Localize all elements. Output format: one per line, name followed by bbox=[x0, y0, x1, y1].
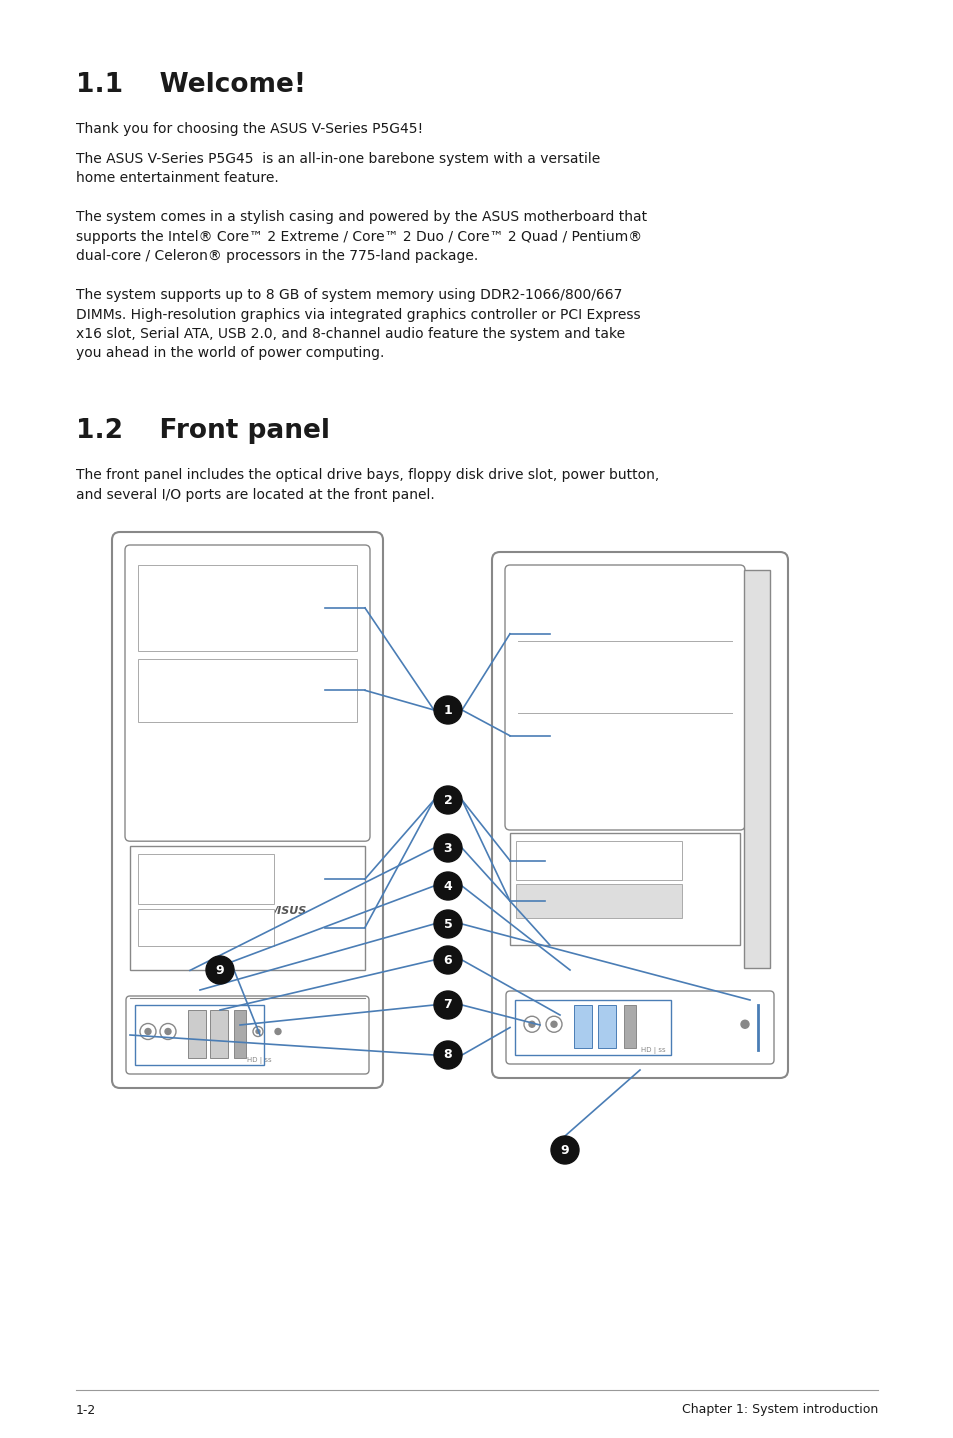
Text: Thank you for choosing the ASUS V-Series P5G45!: Thank you for choosing the ASUS V-Series… bbox=[76, 122, 423, 137]
Text: 9: 9 bbox=[560, 1143, 569, 1156]
Text: The front panel includes the optical drive bays, floppy disk drive slot, power b: The front panel includes the optical dri… bbox=[76, 467, 659, 502]
Text: 2: 2 bbox=[443, 794, 452, 807]
Text: 3: 3 bbox=[443, 841, 452, 854]
Text: 1-2: 1-2 bbox=[76, 1403, 96, 1416]
Bar bbox=[138, 854, 274, 905]
Bar bbox=[623, 1005, 636, 1048]
Bar bbox=[516, 884, 680, 917]
Bar bbox=[516, 841, 680, 880]
Text: 7: 7 bbox=[443, 998, 452, 1011]
Text: HD | ss: HD | ss bbox=[247, 1057, 272, 1064]
FancyBboxPatch shape bbox=[125, 545, 370, 841]
Circle shape bbox=[551, 1021, 557, 1027]
Circle shape bbox=[274, 1028, 281, 1034]
Bar bbox=[598, 1005, 616, 1048]
Bar bbox=[510, 833, 740, 945]
Circle shape bbox=[160, 1024, 175, 1040]
Text: The system comes in a stylish casing and powered by the ASUS motherboard that
su: The system comes in a stylish casing and… bbox=[76, 210, 646, 263]
Bar bbox=[130, 846, 365, 971]
Circle shape bbox=[434, 910, 461, 938]
FancyBboxPatch shape bbox=[504, 565, 744, 830]
Text: The ASUS V-Series P5G45  is an all-in-one barebone system with a versatile
home : The ASUS V-Series P5G45 is an all-in-one… bbox=[76, 152, 599, 186]
Text: 6: 6 bbox=[443, 953, 452, 966]
Text: The system supports up to 8 GB of system memory using DDR2-1066/800/667
DIMMs. H: The system supports up to 8 GB of system… bbox=[76, 288, 640, 361]
Text: 4: 4 bbox=[443, 880, 452, 893]
FancyBboxPatch shape bbox=[492, 552, 787, 1078]
Bar bbox=[138, 909, 274, 946]
Circle shape bbox=[145, 1028, 151, 1034]
Circle shape bbox=[434, 871, 461, 900]
Circle shape bbox=[140, 1024, 156, 1040]
Circle shape bbox=[255, 1030, 260, 1034]
Circle shape bbox=[434, 1041, 461, 1068]
Text: 1: 1 bbox=[443, 703, 452, 716]
Bar bbox=[188, 1009, 206, 1058]
Circle shape bbox=[253, 1027, 263, 1037]
Text: 8: 8 bbox=[443, 1048, 452, 1061]
Circle shape bbox=[551, 1136, 578, 1163]
Bar bbox=[574, 1005, 592, 1048]
Bar bbox=[233, 1009, 246, 1058]
Circle shape bbox=[434, 787, 461, 814]
Circle shape bbox=[434, 696, 461, 723]
Circle shape bbox=[165, 1028, 171, 1034]
Circle shape bbox=[740, 1020, 748, 1028]
FancyBboxPatch shape bbox=[112, 532, 382, 1089]
FancyBboxPatch shape bbox=[126, 997, 369, 1074]
Text: HD | ss: HD | ss bbox=[640, 1047, 664, 1054]
Circle shape bbox=[206, 956, 233, 984]
FancyBboxPatch shape bbox=[505, 991, 773, 1064]
Bar bbox=[743, 569, 769, 968]
Circle shape bbox=[545, 1017, 561, 1032]
Text: 9: 9 bbox=[215, 963, 224, 976]
Text: 1.2    Front panel: 1.2 Front panel bbox=[76, 418, 330, 444]
Circle shape bbox=[434, 834, 461, 861]
Bar bbox=[138, 565, 356, 651]
Text: /ISUS: /ISUS bbox=[273, 906, 306, 916]
Circle shape bbox=[434, 991, 461, 1020]
Text: 1.1    Welcome!: 1.1 Welcome! bbox=[76, 72, 306, 98]
Circle shape bbox=[434, 946, 461, 974]
Circle shape bbox=[523, 1017, 539, 1032]
Text: Chapter 1: System introduction: Chapter 1: System introduction bbox=[681, 1403, 877, 1416]
Circle shape bbox=[529, 1021, 535, 1027]
Bar bbox=[138, 659, 356, 722]
Bar bbox=[515, 999, 670, 1055]
Bar bbox=[135, 1005, 264, 1066]
Text: 5: 5 bbox=[443, 917, 452, 930]
Bar bbox=[210, 1009, 228, 1058]
